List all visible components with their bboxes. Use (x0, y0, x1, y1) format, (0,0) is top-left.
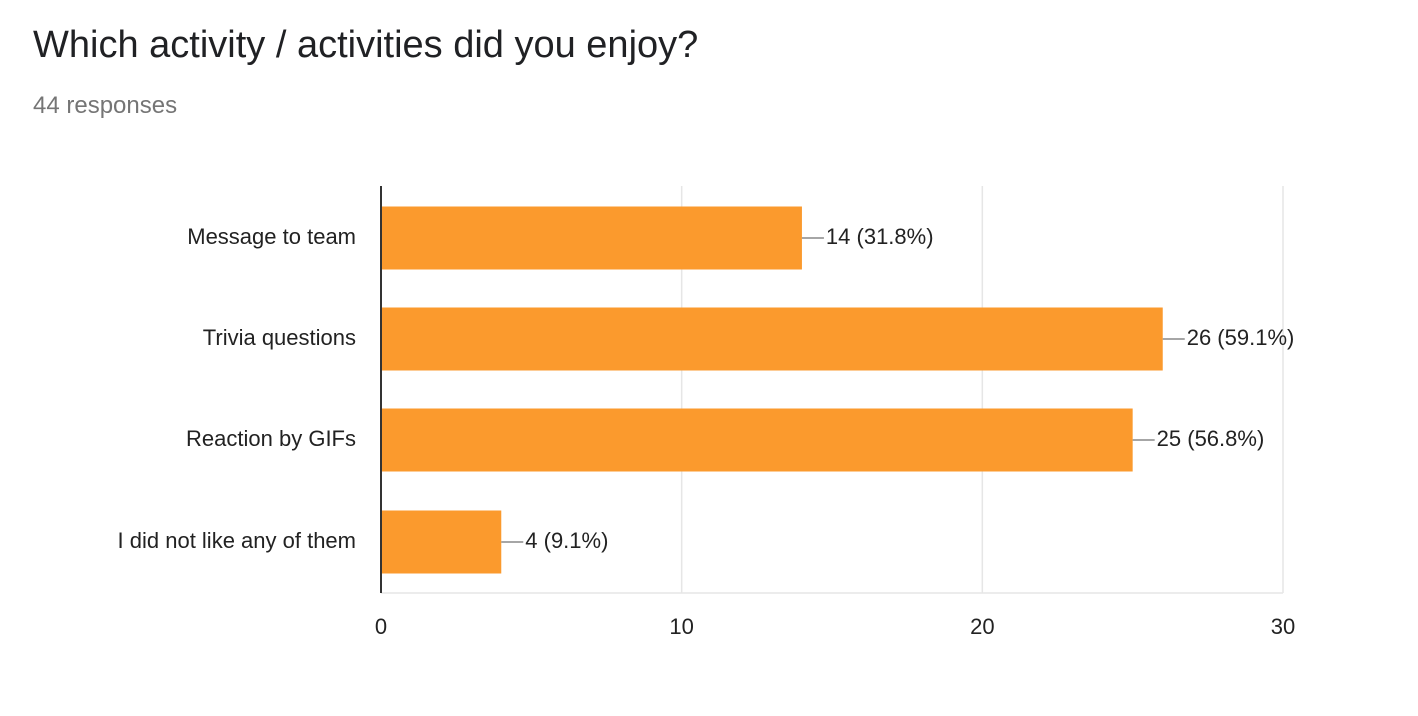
response-count: 44 responses (33, 92, 178, 119)
category-label: Reaction by GIFs (186, 426, 356, 451)
category-labels: Message to team Trivia questions Reaction … (118, 224, 356, 553)
data-label: 14 (31.8%) (826, 224, 934, 249)
x-tick-label: 10 (669, 614, 693, 639)
x-tick-label: 30 (1271, 614, 1295, 639)
x-tick-label: 20 (970, 614, 994, 639)
data-label: 25 (56.8%) (1157, 426, 1265, 451)
bar (381, 307, 1163, 371)
bar (381, 206, 802, 270)
question-title: Which activity / activities did you enjo… (33, 24, 699, 66)
data-label: 26 (59.1%) (1187, 325, 1295, 350)
data-labels: 14 (31.8%) 26 (59.1%) 25 (56.8%) 4 (9.1%) (501, 224, 1294, 553)
bar (381, 510, 502, 574)
x-tick-label: 0 (375, 614, 387, 639)
data-label: 4 (9.1%) (525, 528, 608, 553)
category-label: Trivia questions (203, 325, 356, 350)
bar (381, 408, 1133, 472)
bars (381, 206, 1163, 574)
x-axis-ticks: 0 10 20 30 (375, 614, 1295, 639)
category-label: Message to team (187, 224, 356, 249)
category-label: I did not like any of them (118, 528, 356, 553)
